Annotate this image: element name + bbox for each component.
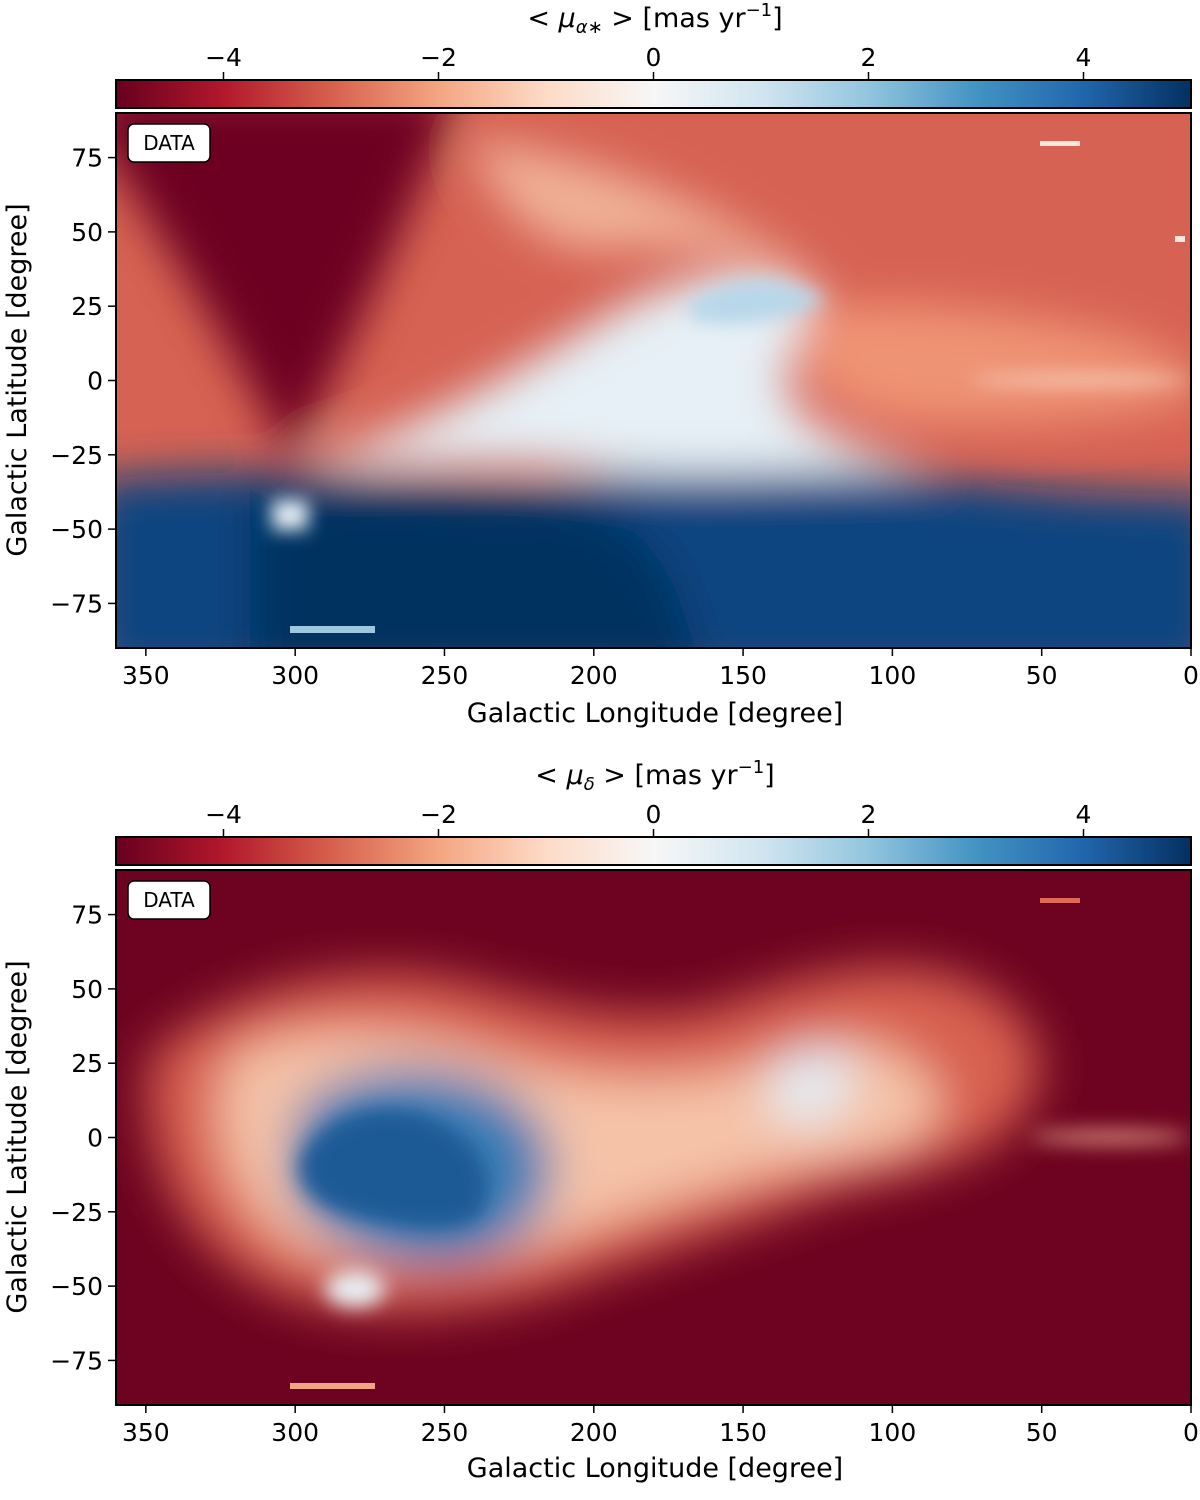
y-tick-label: 75 <box>71 901 103 930</box>
x-ticks: 350 300 250 200 150 100 50 0 <box>122 1405 1199 1447</box>
x-tick-label: 0 <box>1183 1418 1199 1447</box>
colorbar-tick-label: 0 <box>646 800 662 829</box>
heatmap-field <box>116 113 1191 648</box>
x-tick-label: 200 <box>570 661 618 690</box>
x-tick-label: 150 <box>719 661 767 690</box>
colorbar-label: < μδ > [mas yr−1] <box>535 757 774 795</box>
x-tick-label: 250 <box>421 1418 469 1447</box>
colorbar-tick-label: 0 <box>646 43 662 72</box>
heatmap-field <box>116 870 1191 1405</box>
region-south-streak <box>290 626 375 633</box>
region-apex <box>690 279 826 324</box>
region-dot <box>1175 236 1185 242</box>
x-axis-label: Galactic Longitude [degree] <box>467 698 843 729</box>
colorbar-ticks: −4 −2 0 2 4 <box>205 800 1091 837</box>
colorbar-ticks: −4 −2 0 2 4 <box>205 43 1091 80</box>
y-tick-label: −50 <box>50 1272 103 1301</box>
x-tick-label: 50 <box>1026 1418 1058 1447</box>
region-small-blob <box>272 500 308 530</box>
svg-text:DATA: DATA <box>143 131 195 155</box>
svg-text:DATA: DATA <box>143 888 195 912</box>
panel-mu-alpha: −4 −2 0 2 4 < μα∗ > [mas yr−1] <box>0 0 1200 743</box>
y-tick-label: −25 <box>50 441 103 470</box>
x-tick-label: 250 <box>421 661 469 690</box>
region-plane-strip <box>970 375 1190 385</box>
colorbar-label: < μα∗ > [mas yr−1] <box>527 0 782 38</box>
y-tick-label: 0 <box>87 1124 103 1153</box>
colorbar-tick-label: 4 <box>1076 43 1092 72</box>
colorbar <box>115 836 1192 866</box>
x-tick-label: 0 <box>1183 661 1199 690</box>
data-badge: DATA <box>127 123 211 163</box>
x-tick-label: 350 <box>122 1418 170 1447</box>
x-tick-label: 350 <box>122 661 170 690</box>
region-south-deep <box>250 484 694 648</box>
y-tick-label: 25 <box>71 292 103 321</box>
x-tick-label: 150 <box>719 1418 767 1447</box>
region-north-arc <box>470 140 825 300</box>
region-north-dot <box>1040 141 1080 146</box>
data-badge: DATA <box>127 880 211 920</box>
y-tick-label: −50 <box>50 515 103 544</box>
y-tick-label: −25 <box>50 1198 103 1227</box>
colorbar-tick-label: 2 <box>861 800 877 829</box>
x-tick-label: 300 <box>271 661 319 690</box>
y-axis-label: Galactic Latitude [degree] <box>2 203 33 556</box>
y-axis-label: Galactic Latitude [degree] <box>2 960 33 1313</box>
colorbar-tick-label: −2 <box>420 800 457 829</box>
region-plane-strip <box>1030 1131 1190 1143</box>
region-ridge <box>300 275 950 475</box>
colorbar <box>115 79 1192 109</box>
y-ticks: 75 50 25 0 −25 −50 −75 <box>50 144 116 618</box>
chart-mu-delta: −4 −2 0 2 4 < μδ > [mas yr−1] DATA 350 300 2 <box>2 757 1199 1484</box>
y-tick-label: −75 <box>50 1346 103 1375</box>
y-ticks: 75 50 25 0 −25 −50 −75 <box>50 901 116 1375</box>
y-tick-label: −75 <box>50 589 103 618</box>
y-tick-label: 50 <box>71 975 103 1004</box>
colorbar-tick-label: −4 <box>205 800 242 829</box>
x-ticks: 350 300 250 200 150 100 50 0 <box>122 648 1199 690</box>
x-axis-label: Galactic Longitude [degree] <box>467 1453 843 1484</box>
colorbar-tick-label: −4 <box>205 43 242 72</box>
y-tick-label: 50 <box>71 218 103 247</box>
region-right-lobe <box>798 304 1191 424</box>
y-tick-label: 25 <box>71 1049 103 1078</box>
x-tick-label: 300 <box>271 1418 319 1447</box>
region-north-dot <box>1040 898 1080 903</box>
panel-mu-delta: −4 −2 0 2 4 < μδ > [mas yr−1] DATA 350 300 2 <box>0 757 1200 1500</box>
y-tick-label: 0 <box>87 367 103 396</box>
chart-mu-alpha: −4 −2 0 2 4 < μα∗ > [mas yr−1] <box>2 0 1199 729</box>
region-south-streak <box>290 1383 375 1389</box>
region-small-blob <box>767 1048 853 1127</box>
region-pale-spot <box>325 1271 385 1307</box>
x-tick-label: 200 <box>570 1418 618 1447</box>
x-tick-label: 100 <box>869 661 917 690</box>
x-tick-label: 100 <box>869 1418 917 1447</box>
region-north-cap <box>116 113 451 462</box>
colorbar-tick-label: 4 <box>1076 800 1092 829</box>
x-tick-label: 50 <box>1026 661 1058 690</box>
y-tick-label: 75 <box>71 144 103 173</box>
colorbar-tick-label: −2 <box>420 43 457 72</box>
colorbar-tick-label: 2 <box>861 43 877 72</box>
region-blue-core <box>299 1109 488 1229</box>
